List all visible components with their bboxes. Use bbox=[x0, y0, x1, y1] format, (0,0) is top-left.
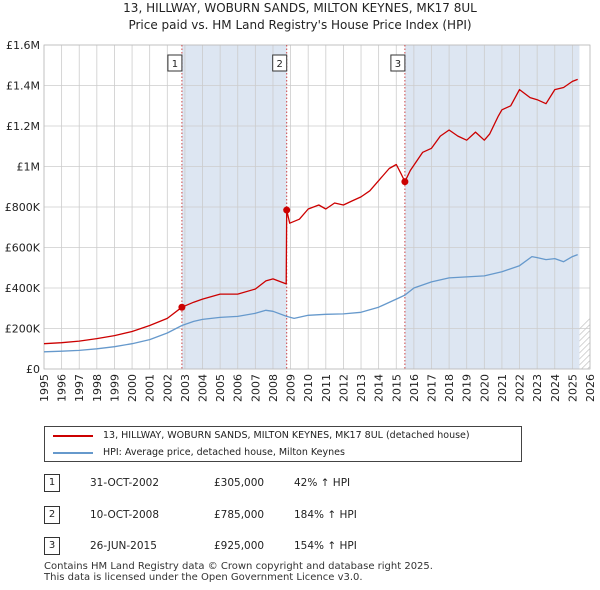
x-tick-label: 1995 bbox=[38, 374, 51, 402]
x-tick-labels: 1995 1996 1997 1998 1999 2000 2001 2002 2003 2004… bbox=[38, 374, 597, 402]
x-tick-label: 2021 bbox=[496, 374, 509, 402]
x-tick-label: 2000 bbox=[126, 374, 139, 402]
x-tick-label: 1996 bbox=[56, 374, 69, 402]
transaction-price: £925,000 bbox=[214, 540, 265, 552]
future-hatch-line bbox=[593, 45, 600, 369]
transaction-date: 10-OCT-2008 bbox=[90, 509, 159, 521]
transaction-hpi-change: 184% ↑ HPI bbox=[294, 509, 357, 521]
transaction-number: 1 bbox=[44, 474, 60, 492]
y-tick-label: £400K bbox=[5, 282, 41, 295]
x-tick-label: 1997 bbox=[73, 374, 86, 402]
legend: 13, HILLWAY, WOBURN SANDS, MILTON KEYNES… bbox=[44, 426, 522, 462]
sale-point bbox=[283, 206, 291, 214]
x-tick-label: 2009 bbox=[285, 374, 298, 402]
sale-label-number: 3 bbox=[395, 59, 401, 70]
x-tick-label: 2006 bbox=[232, 374, 245, 402]
legend-label-hpi: HPI: Average price, detached house, Milt… bbox=[103, 447, 345, 458]
x-tick-label: 2026 bbox=[584, 374, 597, 402]
legend-label-property: 13, HILLWAY, WOBURN SANDS, MILTON KEYNES… bbox=[103, 430, 470, 441]
x-tick-label: 2007 bbox=[249, 374, 262, 402]
transaction-hpi-change: 154% ↑ HPI bbox=[294, 540, 357, 552]
sale-label-box bbox=[167, 54, 183, 72]
transaction-price: £305,000 bbox=[214, 477, 265, 489]
x-tick-label: 2025 bbox=[566, 374, 579, 402]
sale-point bbox=[401, 178, 409, 186]
x-tick-label: 1998 bbox=[91, 374, 104, 402]
x-tick-label: 2013 bbox=[355, 374, 368, 402]
chart-subtitle: Price paid vs. HM Land Registry's House … bbox=[128, 18, 472, 32]
x-tick-label: 2019 bbox=[461, 374, 474, 402]
x-tick-label: 2014 bbox=[373, 374, 386, 402]
x-tick-label: 2011 bbox=[320, 374, 333, 402]
y-tick-label: £200K bbox=[5, 323, 41, 336]
sale-point bbox=[178, 303, 186, 311]
x-tick-label: 2005 bbox=[214, 374, 227, 402]
x-tick-label: 2003 bbox=[179, 374, 192, 402]
x-tick-label: 1999 bbox=[108, 374, 121, 402]
y-tick-label: £600K bbox=[5, 242, 41, 255]
x-tick-label: 2004 bbox=[197, 374, 210, 402]
y-tick-label: £0 bbox=[26, 363, 40, 376]
legend-item-hpi: HPI: Average price, detached house, Milt… bbox=[53, 446, 345, 460]
gridlines bbox=[43, 44, 591, 370]
footer-licence: This data is licensed under the Open Gov… bbox=[44, 572, 363, 583]
sale-labels: 1 2 3 bbox=[167, 54, 406, 72]
y-tick-label: £1M bbox=[17, 161, 41, 174]
x-tick-label: 2015 bbox=[390, 374, 403, 402]
y-tick-labels: £0 £200K £400K £600K £800K £1M £1.2M £1.4M £1.6M bbox=[5, 39, 41, 376]
sale-label-number: 2 bbox=[277, 59, 283, 70]
sale-label-box bbox=[272, 54, 288, 72]
x-tick-label: 2001 bbox=[144, 374, 157, 402]
transaction-price: £785,000 bbox=[214, 509, 265, 521]
y-tick-label: £1.4M bbox=[6, 80, 40, 93]
x-tick-label: 2012 bbox=[337, 374, 350, 402]
plot-border bbox=[43, 44, 591, 370]
x-tick-label: 2024 bbox=[549, 374, 562, 402]
y-tick-label: £1.6M bbox=[6, 39, 40, 52]
legend-swatch-hpi bbox=[53, 451, 93, 454]
x-tick-label: 2020 bbox=[478, 374, 491, 402]
x-tick-label: 2002 bbox=[161, 374, 174, 402]
x-tick-label: 2018 bbox=[443, 374, 456, 402]
property-price-line bbox=[43, 78, 578, 345]
transaction-date: 26-JUN-2015 bbox=[90, 540, 157, 552]
y-tick-label: £1.2M bbox=[6, 120, 40, 133]
x-tick-label: 2016 bbox=[408, 374, 421, 402]
footer: Contains HM Land Registry data © Crown c… bbox=[44, 561, 433, 583]
transaction-hpi-change: 42% ↑ HPI bbox=[294, 477, 351, 489]
legend-item-property: 13, HILLWAY, WOBURN SANDS, MILTON KEYNES… bbox=[53, 429, 470, 443]
y-tick-label: £800K bbox=[5, 201, 41, 214]
transaction-number: 3 bbox=[44, 537, 60, 555]
transaction-date: 31-OCT-2002 bbox=[90, 477, 159, 489]
x-tick-label: 2010 bbox=[302, 374, 315, 402]
x-tick-label: 2023 bbox=[531, 374, 544, 402]
sale-label-number: 1 bbox=[172, 59, 178, 70]
sale-points bbox=[178, 178, 409, 311]
transaction-number: 2 bbox=[44, 506, 60, 524]
chart-title: 13, HILLWAY, WOBURN SANDS, MILTON KEYNES… bbox=[123, 1, 477, 15]
x-tick-label: 2022 bbox=[514, 374, 527, 402]
sale-label-box bbox=[390, 54, 406, 72]
x-tick-label: 2008 bbox=[267, 374, 280, 402]
x-tick-label: 2017 bbox=[425, 374, 438, 402]
legend-swatch-property bbox=[53, 434, 93, 437]
hpi-line bbox=[43, 253, 578, 353]
series-lines bbox=[43, 78, 578, 353]
footer-copyright: Contains HM Land Registry data © Crown c… bbox=[44, 561, 433, 572]
